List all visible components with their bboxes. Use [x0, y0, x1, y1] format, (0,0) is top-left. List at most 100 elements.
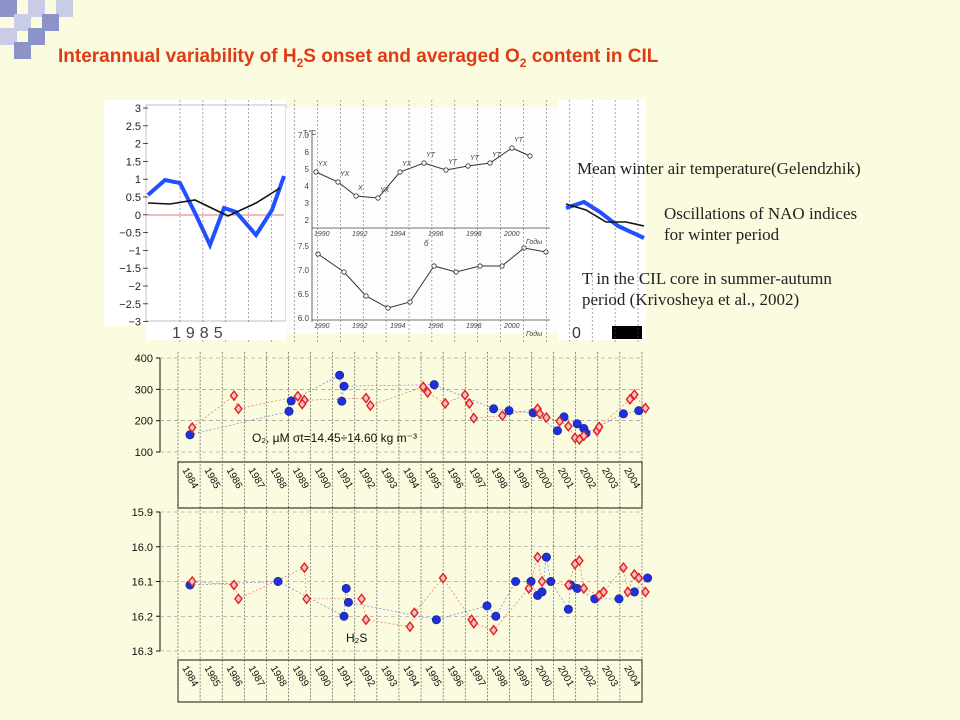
- top-panel-y-ticks: 3 2.5 2 1.5 1 0.5 0 −0.5 −1 −1.5 −2 −2.5 −3: [119, 103, 286, 329]
- data-point-circle: [185, 580, 195, 590]
- data-point-diamond: [630, 389, 639, 401]
- data-point-circle: [273, 576, 283, 586]
- data-point-circle: [335, 370, 345, 380]
- data-point-diamond: [535, 408, 545, 420]
- x-tick-label: 2002: [577, 466, 598, 491]
- data-point-circle: [482, 601, 492, 611]
- year-band: [177, 461, 643, 509]
- cil-temp-upper-point: [353, 193, 359, 199]
- cil-mark-label: YT: [426, 152, 436, 159]
- data-point-circle: [572, 583, 582, 593]
- cil-mark-label: YX: [318, 161, 328, 168]
- data-point-circle: [634, 406, 644, 416]
- data-point-diamond: [641, 586, 650, 598]
- x-tick-label: 1984: [179, 466, 200, 491]
- cil-mark-label: YT: [470, 155, 480, 162]
- data-point-diamond: [469, 412, 479, 424]
- data-point-diamond: [533, 551, 542, 563]
- mid-year-bottom: 1996: [428, 323, 444, 330]
- cil-temp-lower-point: [543, 249, 549, 255]
- mid-tick-label-low: 6.0: [298, 314, 310, 323]
- nao-index-line: [146, 175, 286, 251]
- cil-mark-label: YX: [380, 187, 390, 194]
- cil-temp-upper-point: [313, 169, 319, 175]
- x-tick-label: 1986: [224, 664, 245, 689]
- cil-mark-label: YX: [402, 161, 412, 168]
- cil-mark-label: YT: [514, 137, 524, 144]
- x-tick-label: 2003: [599, 664, 620, 689]
- data-point-circle: [337, 396, 347, 406]
- y-tick-label: 16.1: [132, 577, 153, 589]
- mid-tick-label: 2: [305, 216, 310, 225]
- x-tick-label: 1985: [201, 466, 222, 491]
- data-point-diamond: [623, 586, 633, 598]
- data-point-diamond: [366, 399, 375, 412]
- chart-annotation: O₂, µM σt=14.45÷14.60 kg m⁻³: [252, 431, 417, 445]
- x-tick-label: 1993: [378, 466, 399, 491]
- air-temperature-label: Mean winter air temperature(Gelendzhik): [577, 159, 861, 178]
- x-tick-label: 1996: [445, 466, 466, 491]
- x-tick-label: 1997: [467, 664, 488, 689]
- data-point-diamond: [619, 561, 628, 574]
- data-point-circle: [566, 580, 576, 590]
- data-point-diamond: [460, 389, 470, 401]
- cil-temp-upper-point: [509, 145, 515, 151]
- x-tick-label: 1995: [422, 664, 443, 689]
- series-line-1: [192, 386, 646, 440]
- data-point-diamond: [418, 381, 428, 393]
- x-tick-label: 1991: [334, 664, 355, 689]
- data-point-circle: [491, 611, 501, 621]
- year-band: [177, 659, 643, 703]
- data-point-circle: [572, 419, 582, 429]
- data-point-circle: [511, 576, 521, 586]
- data-point-diamond: [234, 593, 243, 605]
- cil-mark-label: YT: [448, 159, 458, 166]
- data-point-circle: [339, 611, 349, 621]
- cil-temperature-plot: 7.0 6 5 4 3 2 7.5 7.0 6.5 6.0 1990 1992 1994 1996 1998…: [298, 129, 550, 338]
- mid-year-top: 1990: [314, 231, 330, 238]
- mid-year-bottom: 1990: [314, 323, 330, 330]
- mid-tick-label: 3: [305, 199, 310, 208]
- data-point-diamond: [564, 420, 573, 432]
- data-point-diamond: [564, 579, 573, 591]
- data-point-diamond: [592, 425, 602, 437]
- data-point-diamond: [357, 593, 366, 605]
- mid-year-top: 1992: [352, 231, 368, 238]
- top-y-tick-label: 0: [135, 210, 141, 222]
- x-tick-label: 1992: [356, 664, 377, 689]
- data-point-circle: [541, 552, 551, 562]
- top-y-tick-label: 2.5: [126, 121, 141, 133]
- data-point-circle: [489, 404, 499, 414]
- x-tick-label: 1990: [312, 664, 333, 689]
- right-year-fragment: 0: [572, 325, 581, 342]
- top-y-tick-label: 1: [135, 174, 141, 186]
- x-tick-label: 1986: [224, 466, 245, 491]
- cil-temp-upper-point: [335, 179, 341, 185]
- data-point-diamond: [594, 589, 604, 602]
- cil-temp-lower-point: [341, 269, 347, 275]
- data-point-diamond: [465, 397, 474, 410]
- cil-label-line1: T in the CIL core in summer-autumn: [582, 269, 832, 288]
- chart-1: 1984 1985 1986 1987 1988 1989 1990 1991 1992 1993…: [132, 506, 653, 703]
- mid-year-suffix-top: Годы: [526, 238, 543, 246]
- data-point-circle: [552, 426, 562, 436]
- data-point-circle: [537, 587, 547, 597]
- data-point-diamond: [361, 392, 371, 404]
- mid-year-bottom: 1992: [352, 323, 368, 330]
- y-tick-label: 16.3: [132, 646, 153, 658]
- data-point-diamond: [438, 572, 448, 584]
- series-line-0: [189, 374, 639, 436]
- mid-tick-label: 7.0: [298, 131, 310, 140]
- cil-temp-lower-point: [407, 299, 413, 305]
- data-point-circle: [618, 409, 628, 419]
- top-y-tick-label: −2: [128, 281, 141, 293]
- x-tick-label: 1996: [445, 664, 466, 689]
- mid-small-label: б: [424, 239, 429, 248]
- data-point-diamond: [469, 617, 479, 629]
- data-point-circle: [528, 408, 538, 418]
- x-tick-label: 1994: [400, 466, 421, 491]
- data-point-diamond: [537, 575, 547, 588]
- data-point-diamond: [229, 579, 239, 591]
- left-year-fragment: 1985: [172, 325, 228, 342]
- y-tick-label: 16.2: [132, 611, 153, 623]
